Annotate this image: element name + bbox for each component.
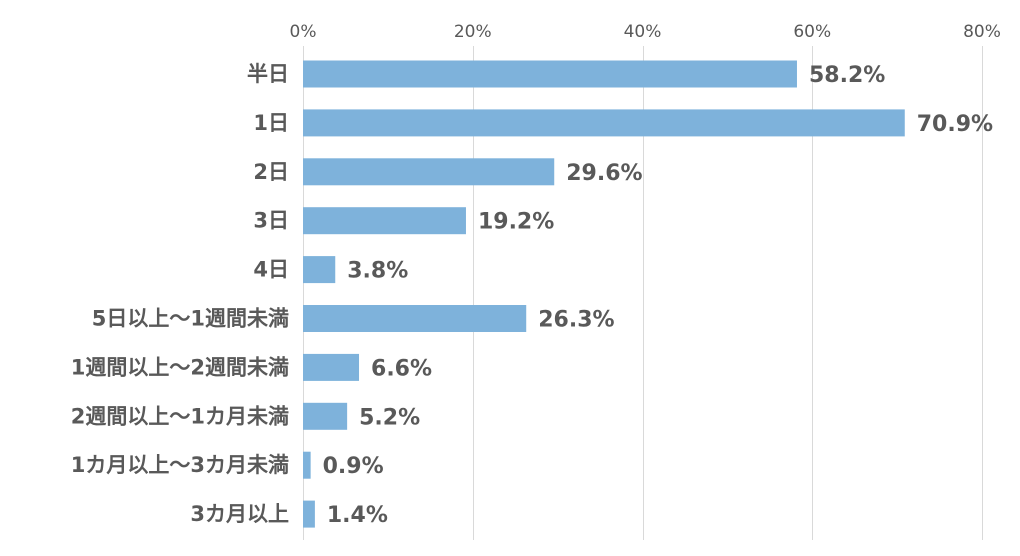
x-tick-label: 20% <box>454 22 492 42</box>
x-tick-label: 80% <box>963 22 1001 42</box>
category-label: 半日 <box>247 62 289 86</box>
bar <box>303 158 555 186</box>
category-label: 2週間以上～1カ月未満 <box>71 404 289 428</box>
bar <box>303 305 527 332</box>
bars <box>303 60 905 528</box>
category-label: 3日 <box>253 209 289 233</box>
data-label: 58.2% <box>809 63 885 88</box>
category-label: 1日 <box>253 111 289 135</box>
data-labels: 58.2% 70.9% 29.6% 19.2% 3.8% 26.3% 6.6% 5.2% 0.9… <box>323 63 993 528</box>
bar <box>303 402 348 430</box>
category-label: 5日以上～1週間未満 <box>92 307 289 331</box>
data-label: 3.8% <box>347 259 408 284</box>
bar <box>303 256 336 284</box>
bar <box>303 60 797 88</box>
bar <box>303 451 311 479</box>
data-label: 70.9% <box>917 112 993 137</box>
category-labels: 半日 1日 2日 3日 4日 5日以上～1週間未満 1週間以上～2週間未満 2週間以上～1カ月… <box>71 62 289 526</box>
x-tick-label: 40% <box>624 22 662 42</box>
category-label: 2日 <box>253 160 289 184</box>
data-label: 1.4% <box>327 503 388 528</box>
category-label: 4日 <box>253 258 289 282</box>
x-axis-tick-labels: 0% 20% 40% 60% 80% <box>290 22 1001 42</box>
category-label: 3カ月以上 <box>190 502 289 526</box>
category-label: 1週間以上～2週間未満 <box>71 355 289 379</box>
data-label: 5.2% <box>359 405 420 430</box>
bar <box>303 353 360 381</box>
x-tick-label: 60% <box>793 22 831 42</box>
bar <box>303 500 315 528</box>
data-label: 26.3% <box>538 308 614 333</box>
data-label: 0.9% <box>323 454 384 479</box>
bar <box>303 207 466 235</box>
data-label: 6.6% <box>371 356 432 381</box>
x-tick-label: 0% <box>290 22 317 42</box>
bar <box>303 109 905 137</box>
data-label: 29.6% <box>566 161 642 186</box>
data-label: 19.2% <box>478 210 554 235</box>
category-label: 1カ月以上～3カ月未満 <box>71 453 289 477</box>
